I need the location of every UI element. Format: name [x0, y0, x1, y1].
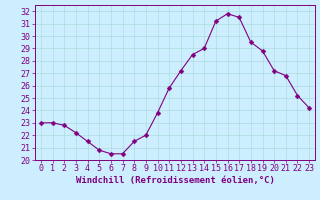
X-axis label: Windchill (Refroidissement éolien,°C): Windchill (Refroidissement éolien,°C) [76, 176, 275, 185]
